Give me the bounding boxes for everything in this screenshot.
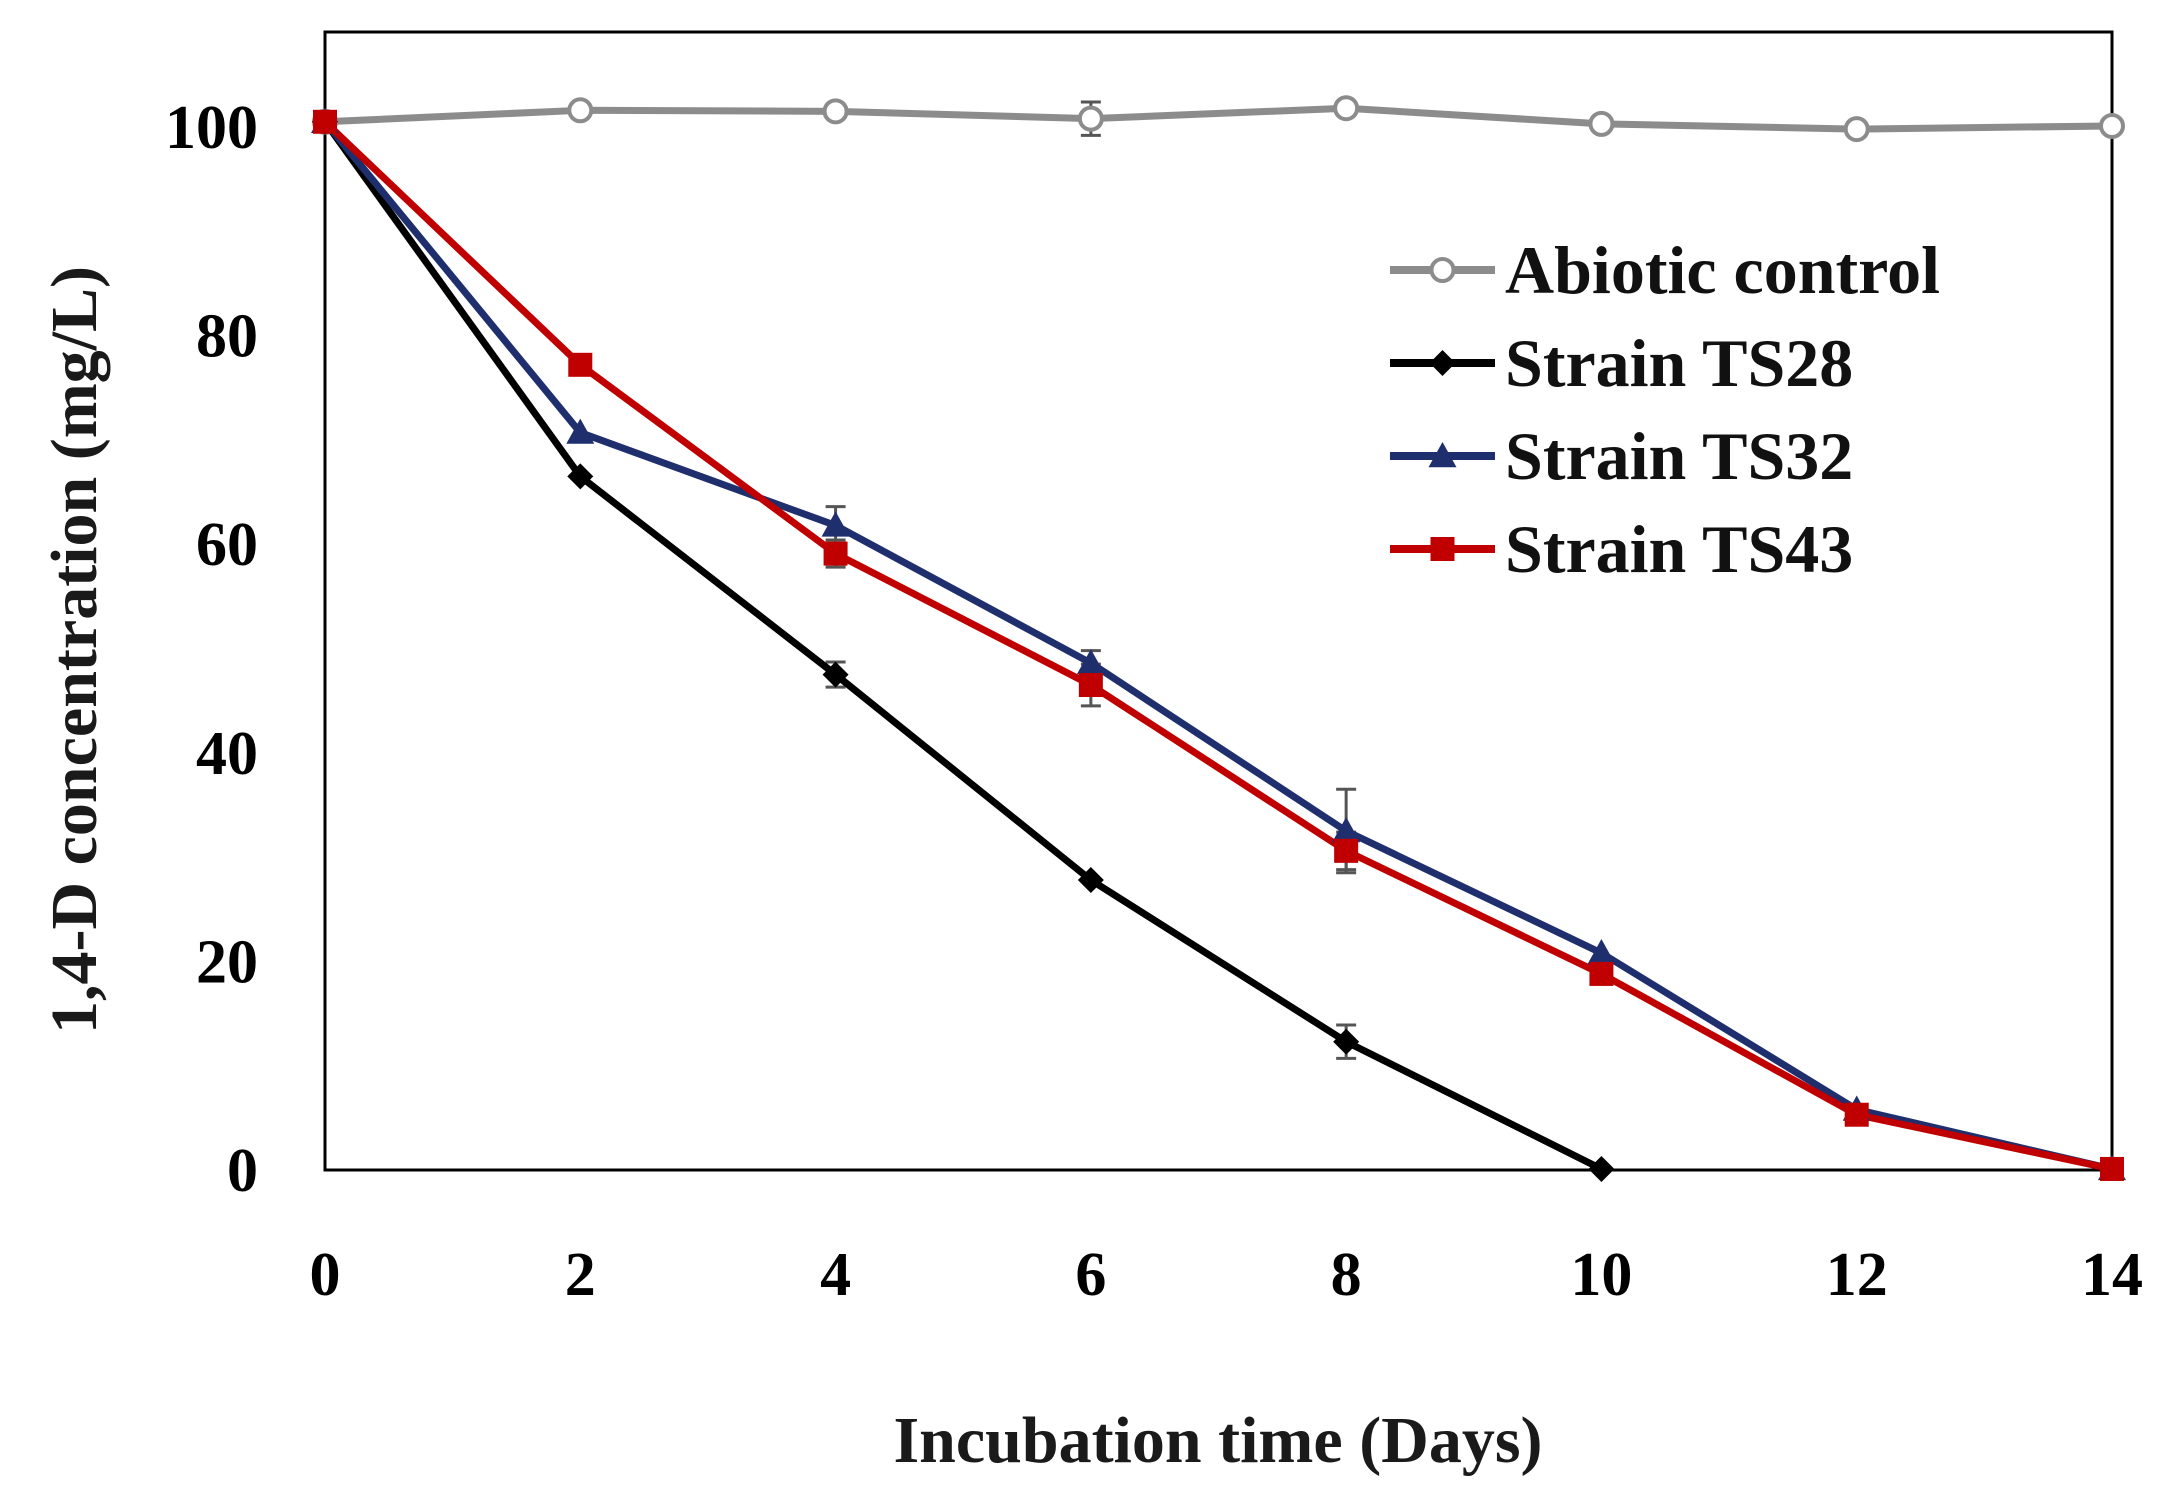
abiotic-control-point (1077, 105, 1104, 132)
strain-ts32-point (1076, 649, 1105, 675)
strain-ts28-point (1077, 867, 1104, 894)
x-tick-label: 2 (565, 1241, 596, 1309)
strain-ts32-point (1332, 817, 1361, 843)
x-tick-label: 10 (1570, 1241, 1632, 1309)
legend-label-strain-ts28: Strain TS28 (1505, 325, 1853, 401)
series-lines (322, 104, 2113, 1173)
x-tick-label: 8 (1331, 1241, 1362, 1309)
x-tick-label: 6 (1075, 1241, 1106, 1309)
legend-marker-strain-ts32 (1428, 442, 1457, 468)
strain-ts28-line (322, 119, 1603, 1173)
strain-ts28-point (1333, 1028, 1360, 1055)
abiotic-control-point (1333, 95, 1360, 122)
tick-labels: 0 2 4 6 8 10 12 14 0 20 40 60 80 100 (165, 94, 2143, 1309)
y-tick-label: 20 (196, 928, 258, 996)
y-tick-label: 60 (196, 511, 258, 579)
strain-ts43-point (2100, 1156, 2124, 1181)
series-markers (311, 95, 2126, 1182)
x-tick-label: 12 (1826, 1241, 1888, 1309)
legend-marker-abiotic-control (1429, 257, 1456, 283)
strain-ts43-point (1078, 673, 1103, 698)
legend-label-abiotic-control: Abiotic control (1505, 232, 1940, 308)
y-axis-title: 1,4-D concentration (mg/L) (38, 266, 111, 1034)
strain-ts43-point (1334, 838, 1359, 863)
abiotic-control-point (1843, 116, 1870, 143)
legend-label-strain-ts32: Strain TS32 (1505, 418, 1853, 494)
y-tick-label: 80 (196, 303, 258, 371)
strain-ts43-point (568, 352, 593, 377)
x-tick-label: 14 (2081, 1241, 2143, 1309)
strain-ts32-point (821, 511, 850, 537)
strain-ts28-point (567, 463, 594, 490)
strain-ts43-point (313, 109, 337, 134)
x-tick-label: 0 (310, 1241, 341, 1309)
strain-ts43-line (322, 119, 2113, 1173)
abiotic-control-point (2099, 112, 2125, 139)
strain-ts32-point (566, 418, 595, 444)
legend: Abiotic control Strain TS28 Strain TS32 Str… (1390, 232, 1940, 587)
strain-ts43-point (1844, 1102, 1869, 1127)
legend-marker-strain-ts28 (1429, 350, 1456, 376)
legend-label-strain-ts43: Strain TS43 (1505, 511, 1853, 587)
abiotic-control-point (567, 97, 594, 124)
y-tick-label: 0 (227, 1137, 258, 1205)
strain-ts28-point (1588, 1155, 1615, 1182)
abiotic-control-point (822, 98, 849, 125)
abiotic-control-line (324, 104, 2113, 133)
strain-ts28-point (822, 661, 849, 688)
y-tick-label: 100 (165, 94, 258, 162)
legend-marker-strain-ts43 (1430, 537, 1455, 561)
x-axis-title: Incubation time (Days) (893, 1404, 1542, 1477)
x-tick-label: 4 (820, 1241, 851, 1309)
plot-area (323, 30, 2114, 1172)
abiotic-control-point (1588, 110, 1615, 137)
strain-ts32-line (322, 119, 2113, 1173)
strain-ts43-point (1589, 961, 1614, 986)
strain-ts43-point (823, 541, 848, 566)
strain-ts32-point (1587, 939, 1616, 965)
y-tick-label: 40 (196, 720, 258, 788)
